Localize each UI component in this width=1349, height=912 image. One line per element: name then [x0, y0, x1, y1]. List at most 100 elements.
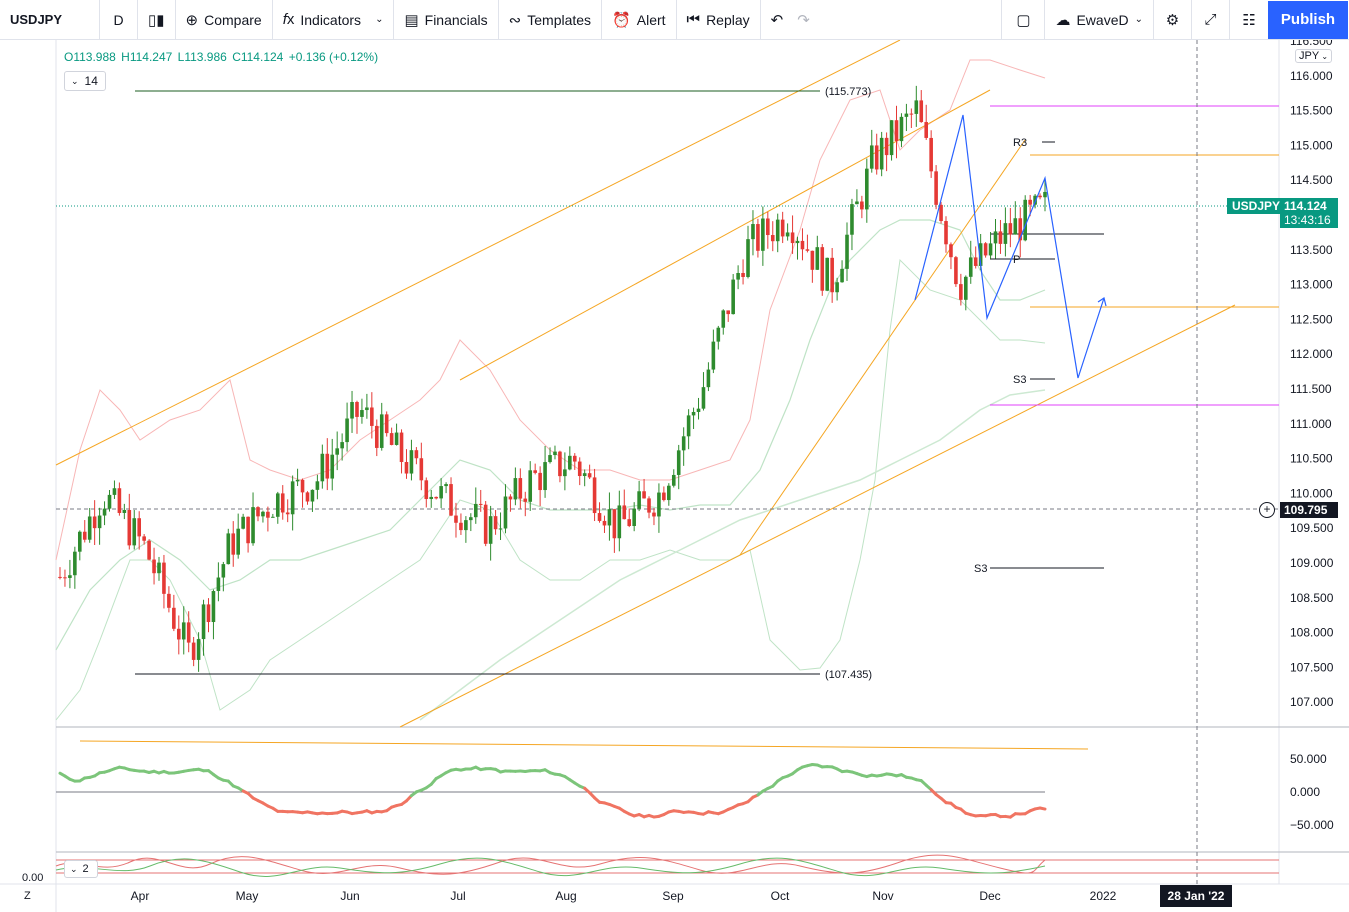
candle-body: [780, 219, 785, 237]
oscillator-axis[interactable]: 50.000 0.000 −50.000: [1290, 752, 1334, 832]
candle-body: [879, 137, 884, 170]
lower-indicator-toggle[interactable]: ⌄ 2: [64, 860, 98, 878]
candle-body: [998, 231, 1003, 244]
candle-body: [444, 484, 448, 487]
candle-body: [290, 481, 295, 515]
candle-body: [944, 221, 948, 245]
candle-body: [964, 276, 968, 300]
candle-body: [657, 492, 661, 517]
candle-body: [815, 247, 820, 270]
candle-body: [1033, 195, 1037, 205]
candle-body: [959, 284, 963, 300]
candle-body: [266, 511, 270, 518]
candle-body: [1003, 223, 1008, 244]
candle-body: [63, 577, 67, 579]
candle-body: [300, 479, 305, 493]
zoom-button[interactable]: Z: [24, 890, 31, 902]
candle-body: [904, 113, 909, 117]
chart-type-button[interactable]: ▯▮: [138, 0, 176, 40]
compare-button[interactable]: ⊕ Compare: [176, 0, 273, 40]
channel-mid[interactable]: [459, 89, 991, 381]
snapshot-button[interactable]: ☷: [1230, 0, 1268, 40]
candle-body: [518, 478, 523, 499]
candle-body: [612, 509, 617, 539]
undo-icon[interactable]: ↶: [770, 11, 784, 29]
indicators-button[interactable]: fx Indicators ⌄: [273, 0, 395, 40]
candle-body: [459, 522, 463, 531]
alarm-icon: ⏰: [612, 11, 631, 29]
candle-body: [597, 513, 602, 521]
financials-button[interactable]: ▤ Financials: [394, 0, 499, 40]
candle-body: [409, 450, 414, 474]
candle-body: [795, 240, 800, 244]
publish-button[interactable]: Publish: [1268, 0, 1348, 39]
candle-body: [671, 474, 676, 486]
candle-body: [627, 519, 632, 527]
price-tick: 111.500: [1290, 382, 1332, 396]
candle-body: [315, 481, 320, 490]
trend-steep[interactable]: [739, 139, 1026, 556]
moving-average: [419, 389, 1046, 721]
price-axis[interactable]: 116.500116.000115.500115.000114.500114.0…: [1290, 40, 1334, 709]
candle-body: [330, 454, 335, 479]
layout-select-button[interactable]: ▢: [1001, 0, 1046, 40]
settings-button[interactable]: ⚙: [1154, 0, 1192, 40]
candle-body: [246, 516, 250, 544]
candle-body: [711, 341, 716, 370]
camera-icon: ☷: [1242, 11, 1256, 29]
candles[interactable]: [58, 85, 1047, 672]
candle-body: [132, 518, 137, 546]
redo-icon[interactable]: ↷: [797, 11, 810, 29]
candle-body: [473, 503, 478, 518]
layout-name-button[interactable]: ☁ EwaveD ⌄: [1045, 0, 1154, 40]
channel-upper[interactable]: [55, 40, 901, 466]
interval-button[interactable]: D: [100, 0, 138, 40]
indicator-length-toggle[interactable]: ⌄ 14: [64, 71, 106, 91]
candle-body: [592, 477, 597, 514]
fullscreen-button[interactable]: ⤢: [1192, 0, 1230, 40]
alert-button[interactable]: ⏰ Alert: [602, 0, 677, 40]
candle-body: [256, 507, 260, 517]
candle-body: [355, 402, 359, 417]
wave-projection[interactable]: [914, 114, 1105, 379]
top-toolbar: USDJPY D ▯▮ ⊕ Compare fx Indicators ⌄ ▤ Fina…: [0, 0, 1349, 40]
layout-name-label: EwaveD: [1076, 11, 1129, 28]
candle-body: [280, 493, 285, 513]
time-axis[interactable]: Apr May Jun Jul Aug Sep Oct Nov Dec 2022: [131, 889, 1117, 903]
channel-lower[interactable]: [399, 304, 1236, 728]
currency-button[interactable]: JPY ⌄: [1295, 49, 1333, 63]
candle-body: [582, 473, 587, 477]
candle-body: [399, 432, 404, 463]
candle-body: [137, 518, 141, 537]
candle-body: [647, 498, 651, 513]
candle-body: [305, 492, 310, 502]
countdown-value: 13:43:16: [1284, 213, 1331, 227]
chevron-down-icon[interactable]: ⌄: [375, 14, 384, 25]
candle-body: [637, 491, 641, 509]
candle-body: [73, 551, 77, 576]
candle-body: [667, 485, 671, 501]
candle-body: [414, 450, 419, 459]
candle-body: [191, 642, 196, 660]
candle-body: [993, 231, 998, 244]
time-label: Aug: [555, 889, 576, 903]
templates-button[interactable]: ∾ Templates: [499, 0, 603, 40]
symbol-search[interactable]: USDJPY: [0, 0, 100, 40]
candle-body: [483, 504, 488, 544]
candle-body: [389, 433, 394, 445]
candle-body: [840, 268, 844, 283]
chart-canvas[interactable]: (115.773) (107.435) R3 P S3 S3 116.500 11…: [0, 40, 1349, 912]
candle-body: [206, 604, 211, 623]
candle-body: [929, 137, 933, 172]
chevron-down-icon: ⌄: [70, 863, 78, 874]
candle-body: [676, 450, 681, 475]
candle-body: [285, 512, 290, 515]
oscillator-tick: 50.000: [1290, 752, 1327, 766]
replay-button[interactable]: ⏮ Replay: [677, 0, 761, 40]
add-plus-icon[interactable]: +: [1259, 502, 1275, 518]
candle-body: [251, 507, 255, 544]
chevron-down-icon[interactable]: ⌄: [1134, 14, 1143, 25]
price-tick: 110.000: [1290, 486, 1333, 500]
candle-body: [271, 516, 275, 518]
candle-body: [92, 516, 97, 529]
